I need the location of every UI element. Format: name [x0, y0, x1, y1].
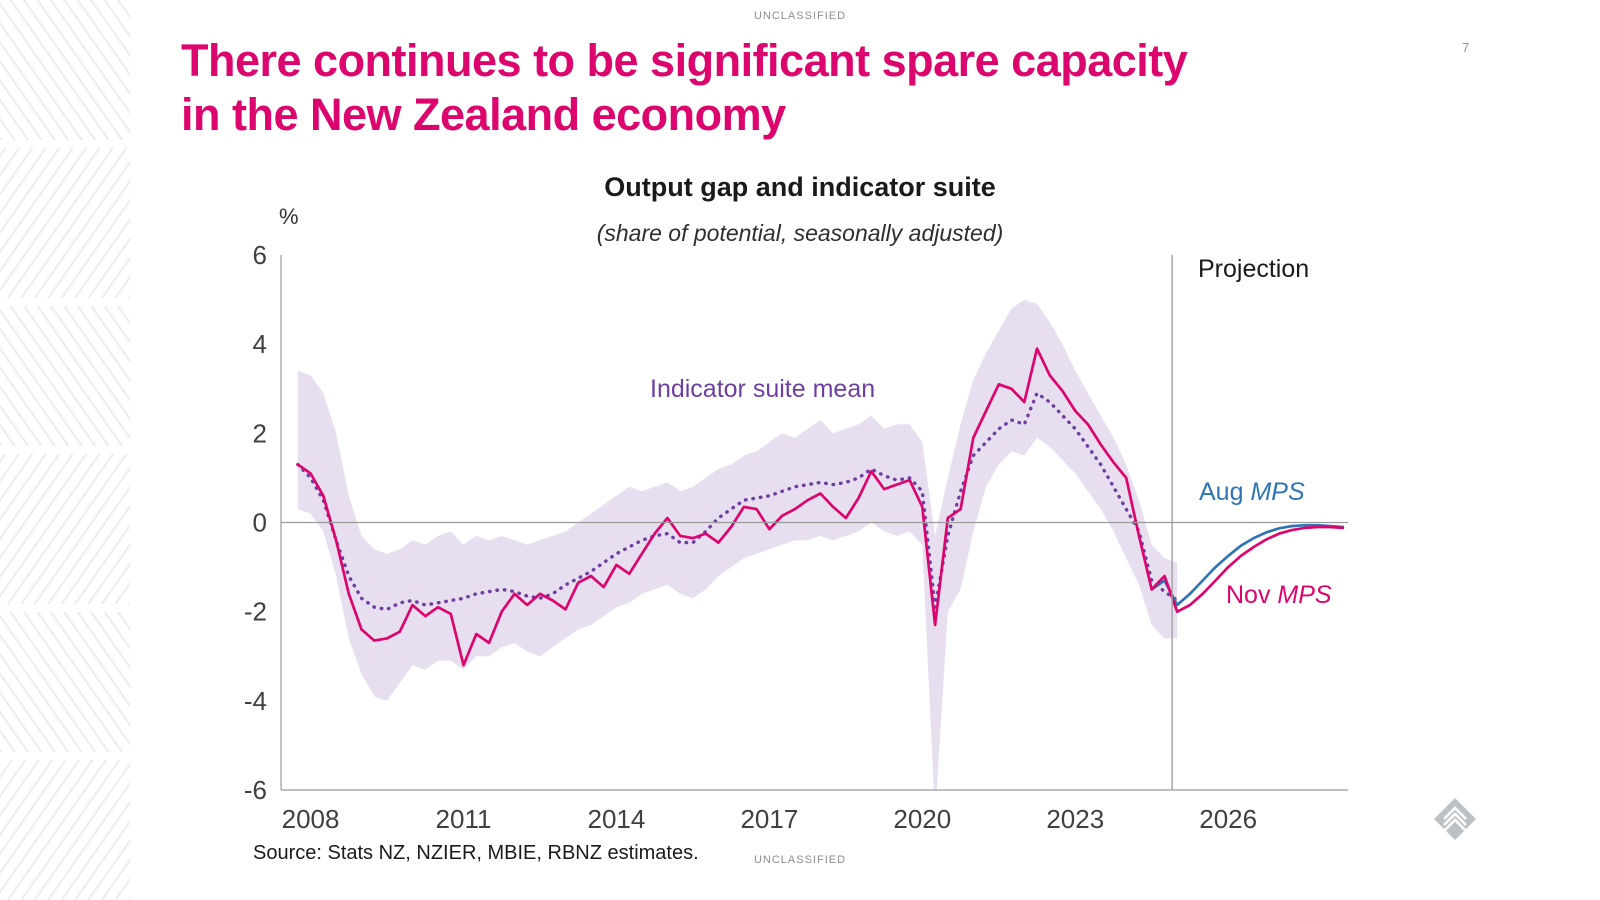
svg-text:-4: -4 — [244, 686, 267, 716]
svg-text:2023: 2023 — [1046, 804, 1104, 834]
projection-label: Projection — [1198, 255, 1310, 283]
decor-stripe — [0, 760, 130, 900]
source-note: Source: Stats NZ, NZIER, MBIE, RBNZ esti… — [253, 842, 699, 864]
left-decor-pattern — [0, 0, 130, 900]
chart-subtitle: (share of potential, seasonally adjusted… — [596, 220, 1004, 246]
rbnz-logo-icon — [1432, 796, 1478, 847]
decor-stripe — [0, 148, 130, 298]
svg-text:2011: 2011 — [436, 804, 492, 834]
svg-text:2: 2 — [253, 418, 267, 448]
svg-text:2017: 2017 — [740, 804, 798, 834]
svg-text:-6: -6 — [244, 775, 267, 805]
indicator-suite-mean-label: Indicator suite mean — [650, 375, 876, 403]
chart-title: Output gap and indicator suite — [604, 172, 996, 202]
classification-banner-top: UNCLASSIFIED — [753, 10, 847, 22]
slide-title-line2: in the New Zealand economy — [181, 89, 786, 140]
decor-stripe — [0, 306, 130, 446]
svg-text:2020: 2020 — [893, 804, 951, 834]
aug-mps-label-italic: MPS — [1250, 478, 1305, 506]
decor-stripe — [0, 0, 130, 140]
nov-mps-label: Nov MPS — [1226, 581, 1332, 610]
decor-stripe — [0, 454, 130, 604]
classification-banner-bottom: UNCLASSIFIED — [753, 854, 847, 866]
svg-text:2014: 2014 — [588, 804, 646, 834]
svg-text:4: 4 — [253, 329, 267, 359]
y-axis-unit-label: % — [279, 204, 299, 229]
svg-text:-2: -2 — [244, 597, 267, 627]
nov-mps-label-prefix: Nov — [1226, 581, 1278, 609]
nov-mps-label-italic: MPS — [1277, 581, 1332, 609]
svg-text:2026: 2026 — [1199, 804, 1257, 834]
svg-text:2008: 2008 — [282, 804, 340, 834]
svg-text:6: 6 — [253, 240, 267, 270]
aug-mps-label: Aug MPS — [1199, 478, 1305, 507]
slide-title-line1: There continues to be significant spare … — [181, 35, 1188, 86]
decor-stripe — [0, 612, 130, 752]
aug-mps-label-prefix: Aug — [1199, 478, 1251, 506]
svg-text:0: 0 — [253, 508, 267, 538]
page-number: 7 — [1462, 40, 1470, 55]
slide-title: There continues to be significant spare … — [181, 34, 1461, 142]
